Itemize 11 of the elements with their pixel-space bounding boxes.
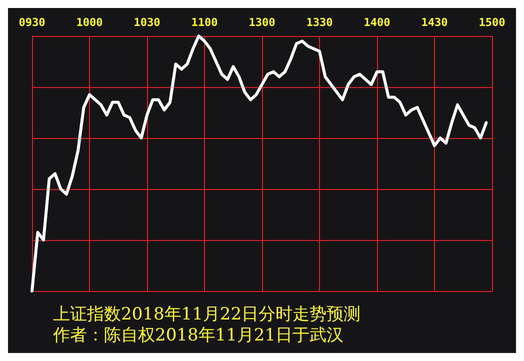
x-tick-label: 1000	[76, 16, 103, 29]
x-tick-label: 1030	[134, 16, 160, 29]
x-tick-label: 1500	[478, 16, 506, 29]
text: 上证指数2018年11月22日分时走势预测	[53, 304, 361, 324]
x-tick-label: 1400	[364, 16, 390, 29]
x-tick-label: 1430	[421, 16, 448, 29]
x-tick-label: 1300	[248, 16, 276, 29]
x-tick-label: 1330	[306, 16, 333, 29]
x-tick-label: 0930	[18, 16, 46, 29]
x-tick-label: 1100	[191, 16, 218, 29]
text: 作者：陈自权2018年11月21日于武汉	[52, 326, 344, 346]
